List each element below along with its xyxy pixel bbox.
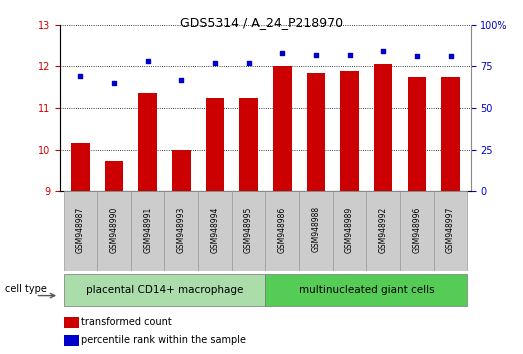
Text: transformed count: transformed count bbox=[81, 318, 172, 327]
Point bbox=[379, 48, 388, 54]
Text: GSM948987: GSM948987 bbox=[76, 206, 85, 252]
Text: GSM948992: GSM948992 bbox=[379, 206, 388, 252]
Text: GSM948990: GSM948990 bbox=[109, 206, 119, 253]
Point bbox=[76, 74, 85, 79]
Point bbox=[278, 50, 287, 56]
Point bbox=[446, 53, 454, 59]
Bar bbox=[340, 70, 359, 191]
Text: GSM948993: GSM948993 bbox=[177, 206, 186, 253]
Bar bbox=[240, 98, 258, 191]
Bar bbox=[139, 93, 157, 191]
Bar bbox=[71, 143, 89, 191]
Text: GSM948996: GSM948996 bbox=[412, 206, 422, 253]
Bar bbox=[367, 191, 400, 271]
Bar bbox=[374, 64, 392, 191]
Text: GSM948994: GSM948994 bbox=[210, 206, 220, 253]
Point bbox=[413, 53, 421, 59]
Text: placental CD14+ macrophage: placental CD14+ macrophage bbox=[86, 285, 243, 295]
Bar bbox=[434, 191, 468, 271]
Bar bbox=[273, 67, 291, 191]
Text: cell type: cell type bbox=[5, 284, 47, 293]
Bar bbox=[441, 77, 460, 191]
Text: multinucleated giant cells: multinucleated giant cells bbox=[299, 285, 434, 295]
Point bbox=[143, 58, 152, 64]
Point bbox=[211, 60, 219, 66]
Bar bbox=[299, 191, 333, 271]
Point bbox=[177, 77, 186, 82]
Point bbox=[312, 52, 320, 58]
Text: percentile rank within the sample: percentile rank within the sample bbox=[81, 335, 246, 346]
Bar bbox=[64, 317, 79, 328]
Bar bbox=[400, 191, 434, 271]
Bar bbox=[64, 335, 79, 346]
Text: GSM948988: GSM948988 bbox=[311, 206, 321, 252]
Bar bbox=[105, 161, 123, 191]
Bar bbox=[306, 73, 325, 191]
Bar bbox=[407, 77, 426, 191]
Text: GSM948997: GSM948997 bbox=[446, 206, 455, 253]
Point bbox=[244, 60, 253, 66]
Point bbox=[110, 80, 118, 86]
Text: GSM948991: GSM948991 bbox=[143, 206, 152, 252]
Text: GSM948995: GSM948995 bbox=[244, 206, 253, 253]
Bar bbox=[131, 191, 164, 271]
Bar bbox=[97, 191, 131, 271]
Text: GDS5314 / A_24_P218970: GDS5314 / A_24_P218970 bbox=[180, 16, 343, 29]
Bar bbox=[266, 191, 299, 271]
Bar bbox=[63, 191, 97, 271]
Bar bbox=[206, 98, 224, 191]
Bar bbox=[266, 274, 468, 306]
Bar bbox=[333, 191, 367, 271]
Point bbox=[345, 52, 354, 58]
Bar bbox=[198, 191, 232, 271]
Bar bbox=[172, 149, 190, 191]
Text: GSM948986: GSM948986 bbox=[278, 206, 287, 252]
Bar bbox=[164, 191, 198, 271]
Bar bbox=[232, 191, 266, 271]
Text: GSM948989: GSM948989 bbox=[345, 206, 354, 252]
Bar bbox=[63, 274, 266, 306]
